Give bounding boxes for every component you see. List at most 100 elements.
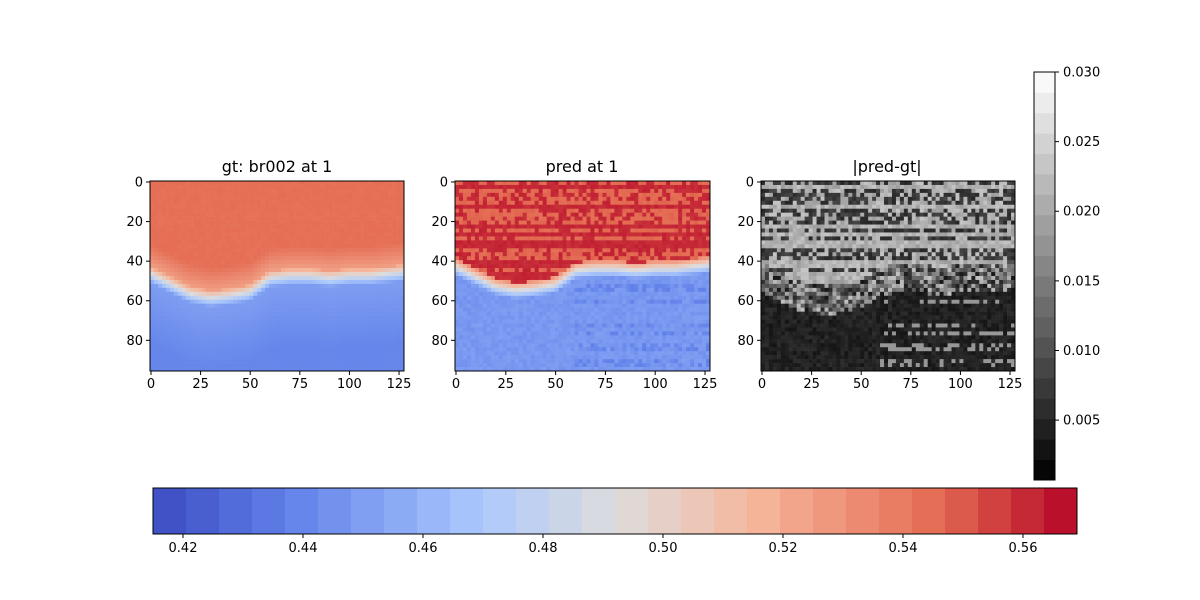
x-tick-label: 125 — [387, 377, 412, 392]
colorbar-error-segment — [1034, 296, 1055, 318]
x-tick-label: 50 — [547, 377, 564, 392]
x-axis-pred: 0 25 50 75 100 125 — [452, 371, 718, 392]
colorbar-error-tick-label: 0.010 — [1063, 344, 1100, 359]
colorbar-main-tick-label: 0.56 — [1009, 541, 1038, 556]
y-tick-label: 0 — [746, 175, 754, 190]
colorbar-error: 0.005 0.010 0.015 0.020 0.025 0.030 — [1033, 66, 1100, 481]
heatmap-error — [761, 181, 1016, 372]
panel-title-error: |pred-gt| — [852, 157, 921, 176]
colorbar-error-tick-label: 0.015 — [1063, 274, 1100, 289]
colorbar-main-segment — [813, 488, 847, 534]
colorbar-main-segment — [384, 488, 418, 534]
y-tick-label: 60 — [126, 294, 143, 309]
colorbar-main-segment — [912, 488, 946, 534]
colorbar-error-tick-label: 0.030 — [1063, 66, 1100, 81]
y-tick-label: 20 — [126, 215, 143, 230]
y-tick-label: 40 — [431, 255, 448, 270]
y-axis-error: 0 20 40 60 80 — [737, 175, 761, 349]
colorbar-main-segment — [582, 488, 616, 534]
colorbar-error-segment — [1034, 92, 1055, 114]
axes-frame-pred — [454, 180, 711, 372]
colorbar-main-tick-label: 0.52 — [769, 541, 798, 556]
x-tick-label: 50 — [242, 377, 259, 392]
colorbar-error-segment — [1034, 133, 1055, 154]
y-tick-label: 80 — [126, 334, 143, 349]
colorbar-main: 0.42 0.44 0.46 0.48 0.50 0.52 0.54 0.56 — [152, 487, 1078, 556]
x-tick-label: 100 — [948, 377, 973, 392]
colorbar-main-segment — [186, 488, 220, 534]
x-tick-label: 125 — [998, 377, 1023, 392]
x-tick-label: 75 — [597, 377, 614, 392]
colorbar-main-segment — [945, 488, 979, 534]
colorbar-main-segment — [450, 488, 484, 534]
y-tick-label: 40 — [126, 255, 143, 270]
colorbar-main-segment — [351, 488, 385, 534]
colorbar-error-segment — [1034, 378, 1055, 399]
colorbar-main-tick-label: 0.54 — [889, 541, 918, 556]
x-tick-label: 0 — [758, 377, 766, 392]
colorbar-main-segment — [516, 488, 550, 534]
colorbar-error-segment — [1034, 153, 1055, 175]
x-tick-label: 75 — [903, 377, 920, 392]
y-tick-label: 80 — [431, 334, 448, 349]
colorbar-error-segment — [1034, 418, 1055, 440]
colorbar-main-segment — [780, 488, 814, 534]
y-tick-label: 20 — [737, 215, 754, 230]
colorbar-main-frame — [152, 487, 1078, 535]
axes-frame-error — [760, 180, 1016, 372]
y-tick-label: 80 — [737, 334, 754, 349]
colorbar-main-segment — [483, 488, 517, 534]
colorbar-main-segment — [714, 488, 748, 534]
x-tick-label: 25 — [192, 377, 209, 392]
colorbar-error-segment — [1034, 255, 1055, 277]
y-axis-pred: 0 20 40 60 80 — [431, 175, 455, 349]
colorbar-main-tick-label: 0.42 — [169, 541, 198, 556]
colorbar-main-tick-label: 0.48 — [529, 541, 558, 556]
panel-error: |pred-gt| 0 25 50 75 100 125 0 20 40 60 80 — [737, 157, 1022, 392]
colorbar-error-segment — [1034, 337, 1055, 358]
panel-title-pred: pred at 1 — [546, 157, 619, 176]
colorbar-error-segment — [1034, 214, 1055, 236]
y-tick-label: 0 — [440, 175, 448, 190]
x-tick-label: 0 — [452, 377, 460, 392]
colorbar-error-segment — [1034, 174, 1055, 195]
colorbar-main-segment — [648, 488, 682, 534]
colorbar-error-segment — [1034, 316, 1055, 338]
colorbar-error-tick-label: 0.020 — [1063, 205, 1100, 220]
colorbar-main-segment — [1011, 488, 1045, 534]
x-tick-label: 25 — [803, 377, 820, 392]
x-tick-label: 75 — [292, 377, 309, 392]
colorbar-main-segment — [549, 488, 583, 534]
colorbar-main-segment — [615, 488, 649, 534]
panel-pred: pred at 1 0 25 50 75 100 125 0 20 40 60 80 — [431, 157, 717, 392]
colorbar-main-segment — [978, 488, 1012, 534]
colorbar-error-segment — [1034, 276, 1055, 297]
x-tick-label: 125 — [693, 377, 718, 392]
colorbar-main-segment — [1044, 488, 1078, 534]
colorbar-main-segment — [747, 488, 781, 534]
y-tick-label: 60 — [431, 294, 448, 309]
y-axis-gt: 0 20 40 60 80 — [126, 175, 150, 349]
colorbar-main-segment — [219, 488, 253, 534]
colorbar-error-segment — [1034, 439, 1055, 460]
x-axis-gt: 0 25 50 75 100 125 — [147, 371, 412, 392]
colorbar-error-frame — [1033, 71, 1056, 481]
colorbar-error-segment — [1034, 112, 1055, 134]
panel-gt: gt: br002 at 1 0 25 50 75 100 125 0 20 40 60 80 — [126, 157, 411, 392]
colorbar-main-segment — [846, 488, 880, 534]
colorbar-main-segment — [153, 488, 187, 534]
colorbar-main-segment — [318, 488, 352, 534]
colorbar-error-segment — [1034, 398, 1055, 420]
colorbar-error-segment — [1034, 357, 1055, 379]
heatmap-pred — [455, 181, 711, 372]
heatmap-gt — [150, 181, 405, 372]
colorbar-main-segment — [681, 488, 715, 534]
colorbar-main-segment — [417, 488, 451, 534]
y-tick-label: 20 — [431, 215, 448, 230]
colorbar-error-segment — [1034, 459, 1055, 481]
x-tick-label: 25 — [498, 377, 515, 392]
colorbar-main-segment — [285, 488, 319, 534]
colorbar-main-tick-label: 0.50 — [649, 541, 678, 556]
colorbar-error-tick-label: 0.025 — [1063, 135, 1100, 150]
